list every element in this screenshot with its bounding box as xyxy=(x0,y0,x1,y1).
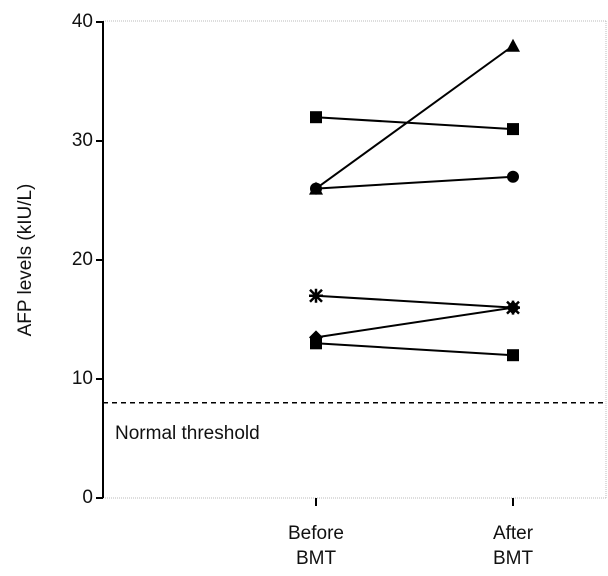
marker xyxy=(507,349,519,362)
marker xyxy=(310,337,322,350)
y-tick-label: 10 xyxy=(72,368,93,389)
series-line xyxy=(315,306,514,339)
marker xyxy=(506,38,520,52)
y-tick-label: 40 xyxy=(72,11,93,32)
x-tick-label: Before BMT xyxy=(288,523,344,569)
marker xyxy=(309,288,323,303)
marker xyxy=(507,123,519,136)
y-tick-label: 0 xyxy=(82,487,93,508)
x-tick-label: After BMT xyxy=(492,523,534,569)
y-tick-label: 20 xyxy=(72,249,93,270)
threshold-label: Normal threshold xyxy=(115,423,260,444)
y-tick-label: 30 xyxy=(72,130,93,151)
marker xyxy=(310,111,322,124)
marker xyxy=(310,182,322,195)
series-line xyxy=(315,294,514,309)
series-line xyxy=(315,175,514,190)
series-line xyxy=(315,44,514,190)
marker xyxy=(506,300,520,315)
series-line xyxy=(315,116,514,131)
marker xyxy=(507,170,519,183)
series-line xyxy=(315,342,514,357)
y-axis-label: AFP levels (kIU/L) xyxy=(15,184,36,337)
